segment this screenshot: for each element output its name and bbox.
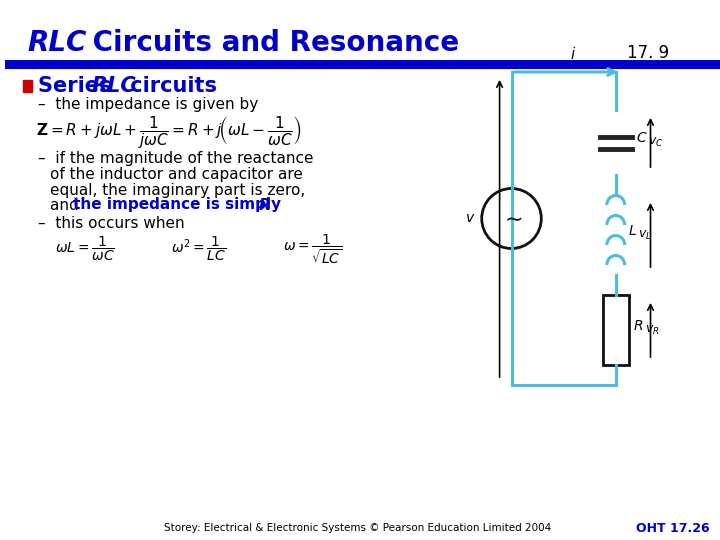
Text: $C$: $C$ (636, 132, 647, 145)
Text: Storey: Electrical & Electronic Systems © Pearson Education Limited 2004: Storey: Electrical & Electronic Systems … (164, 523, 552, 533)
Text: RLC: RLC (27, 29, 86, 57)
Text: –  this occurs when: – this occurs when (38, 217, 184, 232)
Text: Circuits and Resonance: Circuits and Resonance (83, 29, 459, 57)
Text: $v_C$: $v_C$ (647, 136, 663, 149)
Text: and: and (50, 198, 84, 213)
Text: –  if the magnitude of the reactance: – if the magnitude of the reactance (38, 152, 313, 166)
Text: of the inductor and capacitor are: of the inductor and capacitor are (50, 167, 302, 183)
Bar (603, 295, 629, 365)
Text: circuits: circuits (123, 76, 217, 96)
Text: $v_R$: $v_R$ (644, 323, 660, 336)
Text: $\omega = \dfrac{1}{\sqrt{LC}}$: $\omega = \dfrac{1}{\sqrt{LC}}$ (283, 232, 343, 266)
Text: –  the impedance is given by: – the impedance is given by (38, 97, 258, 111)
Text: $\mathbf{Z} = R + j\omega L + \dfrac{1}{j\omega C} = R + j\!\left(\omega L - \df: $\mathbf{Z} = R + j\omega L + \dfrac{1}{… (36, 114, 302, 150)
Text: RLC: RLC (91, 76, 136, 96)
Text: $\omega^2 = \dfrac{1}{LC}$: $\omega^2 = \dfrac{1}{LC}$ (171, 235, 226, 263)
Text: OHT 17.26: OHT 17.26 (636, 522, 709, 535)
Text: $i$: $i$ (570, 46, 577, 62)
Text: $v_L$: $v_L$ (638, 228, 652, 241)
Text: the impedance is simply: the impedance is simply (73, 198, 286, 213)
Text: $L$: $L$ (628, 224, 636, 238)
Text: equal, the imaginary part is zero,: equal, the imaginary part is zero, (50, 183, 305, 198)
Text: $R$: $R$ (633, 319, 643, 333)
Text: R: R (258, 198, 270, 213)
Text: 17. 9: 17. 9 (627, 44, 670, 62)
Bar (23, 80, 32, 92)
Text: Series: Series (38, 76, 119, 96)
Text: $v$: $v$ (464, 212, 475, 226)
Text: $\omega L = \dfrac{1}{\omega C}$: $\omega L = \dfrac{1}{\omega C}$ (55, 235, 114, 263)
Text: $\sim$: $\sim$ (500, 208, 523, 228)
